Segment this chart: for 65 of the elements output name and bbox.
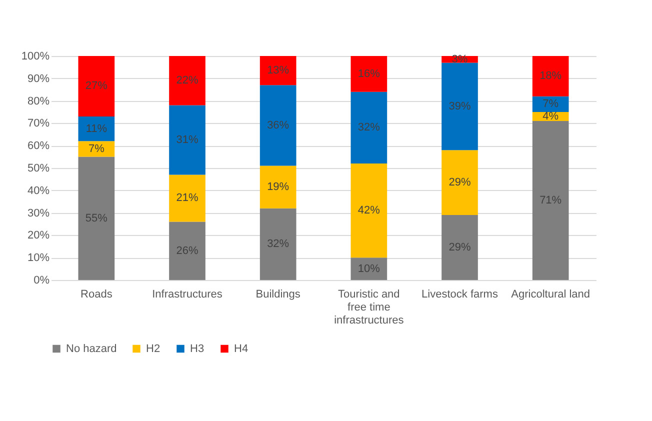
data-label: 7% bbox=[88, 142, 105, 155]
legend-label: H4 bbox=[234, 342, 248, 355]
y-tick-label: 70% bbox=[27, 118, 50, 130]
legend-label: H2 bbox=[146, 342, 160, 355]
data-label: 29% bbox=[448, 176, 471, 189]
bar bbox=[169, 56, 206, 106]
bar bbox=[169, 174, 206, 222]
data-label: 10% bbox=[358, 262, 380, 275]
bar bbox=[260, 208, 296, 280]
y-tick-label: 0% bbox=[34, 274, 50, 286]
y-tick-label: 100% bbox=[21, 50, 50, 62]
data-label: 4% bbox=[542, 110, 559, 122]
data-label: 11% bbox=[86, 122, 108, 135]
data-label: 22% bbox=[176, 74, 198, 87]
data-label: 7% bbox=[542, 98, 559, 110]
bar bbox=[169, 222, 206, 280]
data-label: 13% bbox=[267, 64, 290, 77]
data-label: 19% bbox=[267, 181, 290, 194]
data-label: 32% bbox=[358, 122, 380, 134]
bar bbox=[350, 164, 388, 258]
y-tick-label: 50% bbox=[27, 162, 50, 174]
data-label: 32% bbox=[267, 238, 290, 250]
bar bbox=[78, 141, 115, 157]
data-label: 16% bbox=[358, 68, 380, 80]
bar bbox=[260, 56, 296, 86]
y-tick-label: 80% bbox=[27, 95, 50, 108]
x-tick-label: Touristic and free time infrastructures bbox=[334, 288, 404, 326]
x-tick-label: Roads bbox=[80, 288, 113, 300]
x-tick-label: Buildings bbox=[256, 288, 301, 300]
y-tick-label: 90% bbox=[27, 72, 50, 85]
data-label: 18% bbox=[540, 70, 562, 82]
data-label: 36% bbox=[267, 119, 290, 132]
data-label: 71% bbox=[540, 194, 562, 206]
bar bbox=[350, 56, 388, 92]
data-label: 29% bbox=[448, 242, 471, 254]
bar bbox=[260, 166, 296, 208]
y-tick-label: 60% bbox=[27, 140, 50, 152]
bar bbox=[532, 56, 569, 96]
bar bbox=[442, 215, 478, 280]
data-label: 21% bbox=[176, 192, 198, 204]
legend-label: No hazard bbox=[66, 342, 117, 355]
bar bbox=[532, 120, 569, 280]
x-tick-label: Agricoltural land bbox=[511, 288, 590, 300]
data-label: 42% bbox=[358, 204, 380, 217]
y-tick-label: 10% bbox=[27, 252, 50, 264]
bar bbox=[260, 85, 296, 166]
data-label: 27% bbox=[85, 80, 108, 92]
bar bbox=[442, 62, 478, 150]
y-tick-label: 40% bbox=[27, 184, 50, 197]
data-label: 31% bbox=[176, 134, 198, 146]
data-label: 55% bbox=[85, 212, 108, 224]
legend-label: H3 bbox=[190, 342, 204, 355]
data-label: 39% bbox=[448, 100, 471, 112]
y-tick-label: 30% bbox=[27, 207, 50, 220]
bar bbox=[442, 150, 478, 216]
bar bbox=[78, 56, 115, 116]
x-tick-label: Livestock farms bbox=[422, 288, 498, 300]
data-label: 3% bbox=[452, 53, 468, 66]
bar bbox=[169, 105, 206, 175]
data-label: 26% bbox=[176, 244, 198, 257]
bar bbox=[78, 116, 115, 142]
y-tick-label: 20% bbox=[27, 230, 50, 242]
x-tick-label: Infrastructures bbox=[152, 288, 223, 300]
bar bbox=[78, 156, 115, 280]
bar bbox=[350, 92, 388, 164]
